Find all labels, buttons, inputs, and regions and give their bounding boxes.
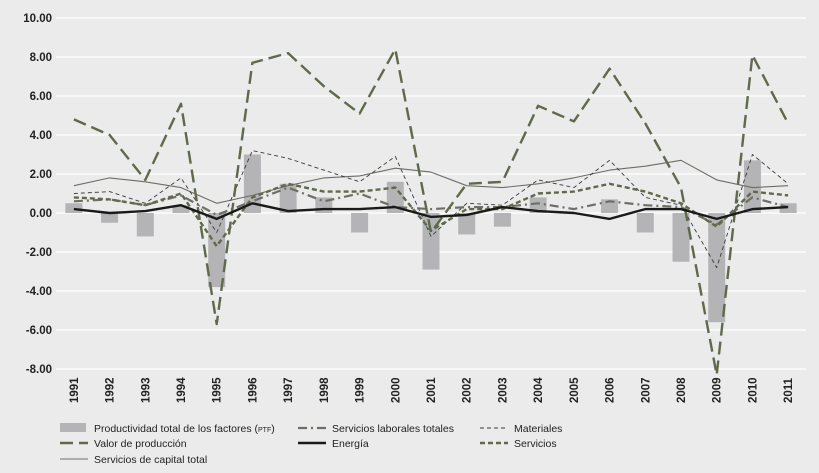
y-tick-label: 8.00 bbox=[30, 52, 52, 64]
ptf-bar bbox=[386, 181, 404, 213]
x-tick-label: 2002 bbox=[462, 377, 474, 403]
series-line-capital bbox=[73, 159, 789, 204]
x-tick-label: 1999 bbox=[355, 377, 367, 403]
legend-swatch-ptf bbox=[60, 423, 86, 432]
ptf-bar bbox=[101, 213, 119, 223]
y-axis-ticks: 10.00 8.00 6.00 4.00 2.00 0.00 -2.00 -4.00 -6.00… bbox=[23, 13, 52, 376]
x-tick-label: 2008 bbox=[676, 377, 688, 403]
y-tick-label: 6.00 bbox=[30, 91, 52, 103]
ptf-bar bbox=[279, 183, 297, 213]
ptf-bar bbox=[172, 205, 190, 213]
series-line-energia bbox=[73, 202, 789, 221]
ptf-bar bbox=[672, 213, 690, 262]
series-line-laborales bbox=[73, 186, 789, 226]
y-tick-label: -8.00 bbox=[26, 364, 52, 376]
x-tick-label: 1997 bbox=[283, 377, 295, 403]
x-tick-label: 2003 bbox=[497, 377, 509, 403]
ptf-bar bbox=[529, 197, 547, 213]
legend-label-valor: Valor de producción bbox=[94, 438, 187, 450]
ptf-bar bbox=[422, 213, 440, 270]
x-tick-label: 2001 bbox=[426, 377, 438, 403]
y-tick-label: 2.00 bbox=[30, 169, 52, 181]
x-axis-ticks: 1991 1992 1993 1994 1995 1996 1997 1998 1999 2000… bbox=[69, 377, 795, 403]
x-tick-label: 2004 bbox=[533, 377, 545, 403]
y-tick-label: 4.00 bbox=[30, 130, 52, 142]
ptf-bar bbox=[208, 213, 226, 288]
ptf-bar bbox=[458, 213, 476, 235]
legend-label-capital: Servicios de capital total bbox=[94, 454, 207, 466]
legend-label-laborales: Servicios laborales totales bbox=[332, 423, 454, 435]
ptf-bar bbox=[351, 213, 369, 233]
x-tick-label: 2005 bbox=[569, 377, 581, 403]
series-line-valor bbox=[73, 48, 790, 376]
x-tick-label: 1994 bbox=[176, 377, 188, 403]
series-lines bbox=[73, 48, 790, 376]
x-tick-label: 1995 bbox=[212, 377, 224, 403]
y-tick-label: 10.00 bbox=[23, 13, 52, 25]
y-tick-label: -4.00 bbox=[26, 286, 52, 298]
x-tick-label: 2009 bbox=[712, 377, 724, 403]
legend-label-materiales: Materiales bbox=[514, 423, 562, 435]
ptf-bar bbox=[243, 154, 261, 213]
legend-label-energia: Energía bbox=[332, 438, 369, 450]
x-tick-label: 2000 bbox=[390, 377, 402, 403]
series-line-materiales bbox=[73, 150, 789, 269]
ptf-bar bbox=[493, 213, 511, 227]
ptf-bar bbox=[65, 203, 83, 213]
x-tick-label: 1998 bbox=[319, 377, 331, 403]
ptf-bar bbox=[636, 213, 654, 233]
y-tick-label: -6.00 bbox=[26, 325, 52, 337]
y-tick-label: -2.00 bbox=[26, 247, 52, 259]
y-tick-label: 0.00 bbox=[30, 208, 52, 220]
ptf-bar bbox=[136, 213, 154, 237]
x-tick-label: 1992 bbox=[105, 377, 117, 403]
x-tick-label: 1993 bbox=[140, 377, 152, 403]
x-tick-label: 2007 bbox=[640, 377, 652, 403]
legend-label-servicios: Servicios bbox=[514, 438, 557, 450]
x-tick-label: 2011 bbox=[783, 377, 795, 403]
legend: Productividad total de los factores (PTF… bbox=[60, 423, 562, 466]
x-tick-label: 2010 bbox=[747, 377, 759, 403]
x-tick-label: 2006 bbox=[605, 377, 617, 403]
x-tick-label: 1991 bbox=[69, 377, 81, 403]
x-tick-label: 1996 bbox=[247, 377, 259, 403]
legend-label-ptf: Productividad total de los factores (PTF… bbox=[94, 423, 275, 435]
